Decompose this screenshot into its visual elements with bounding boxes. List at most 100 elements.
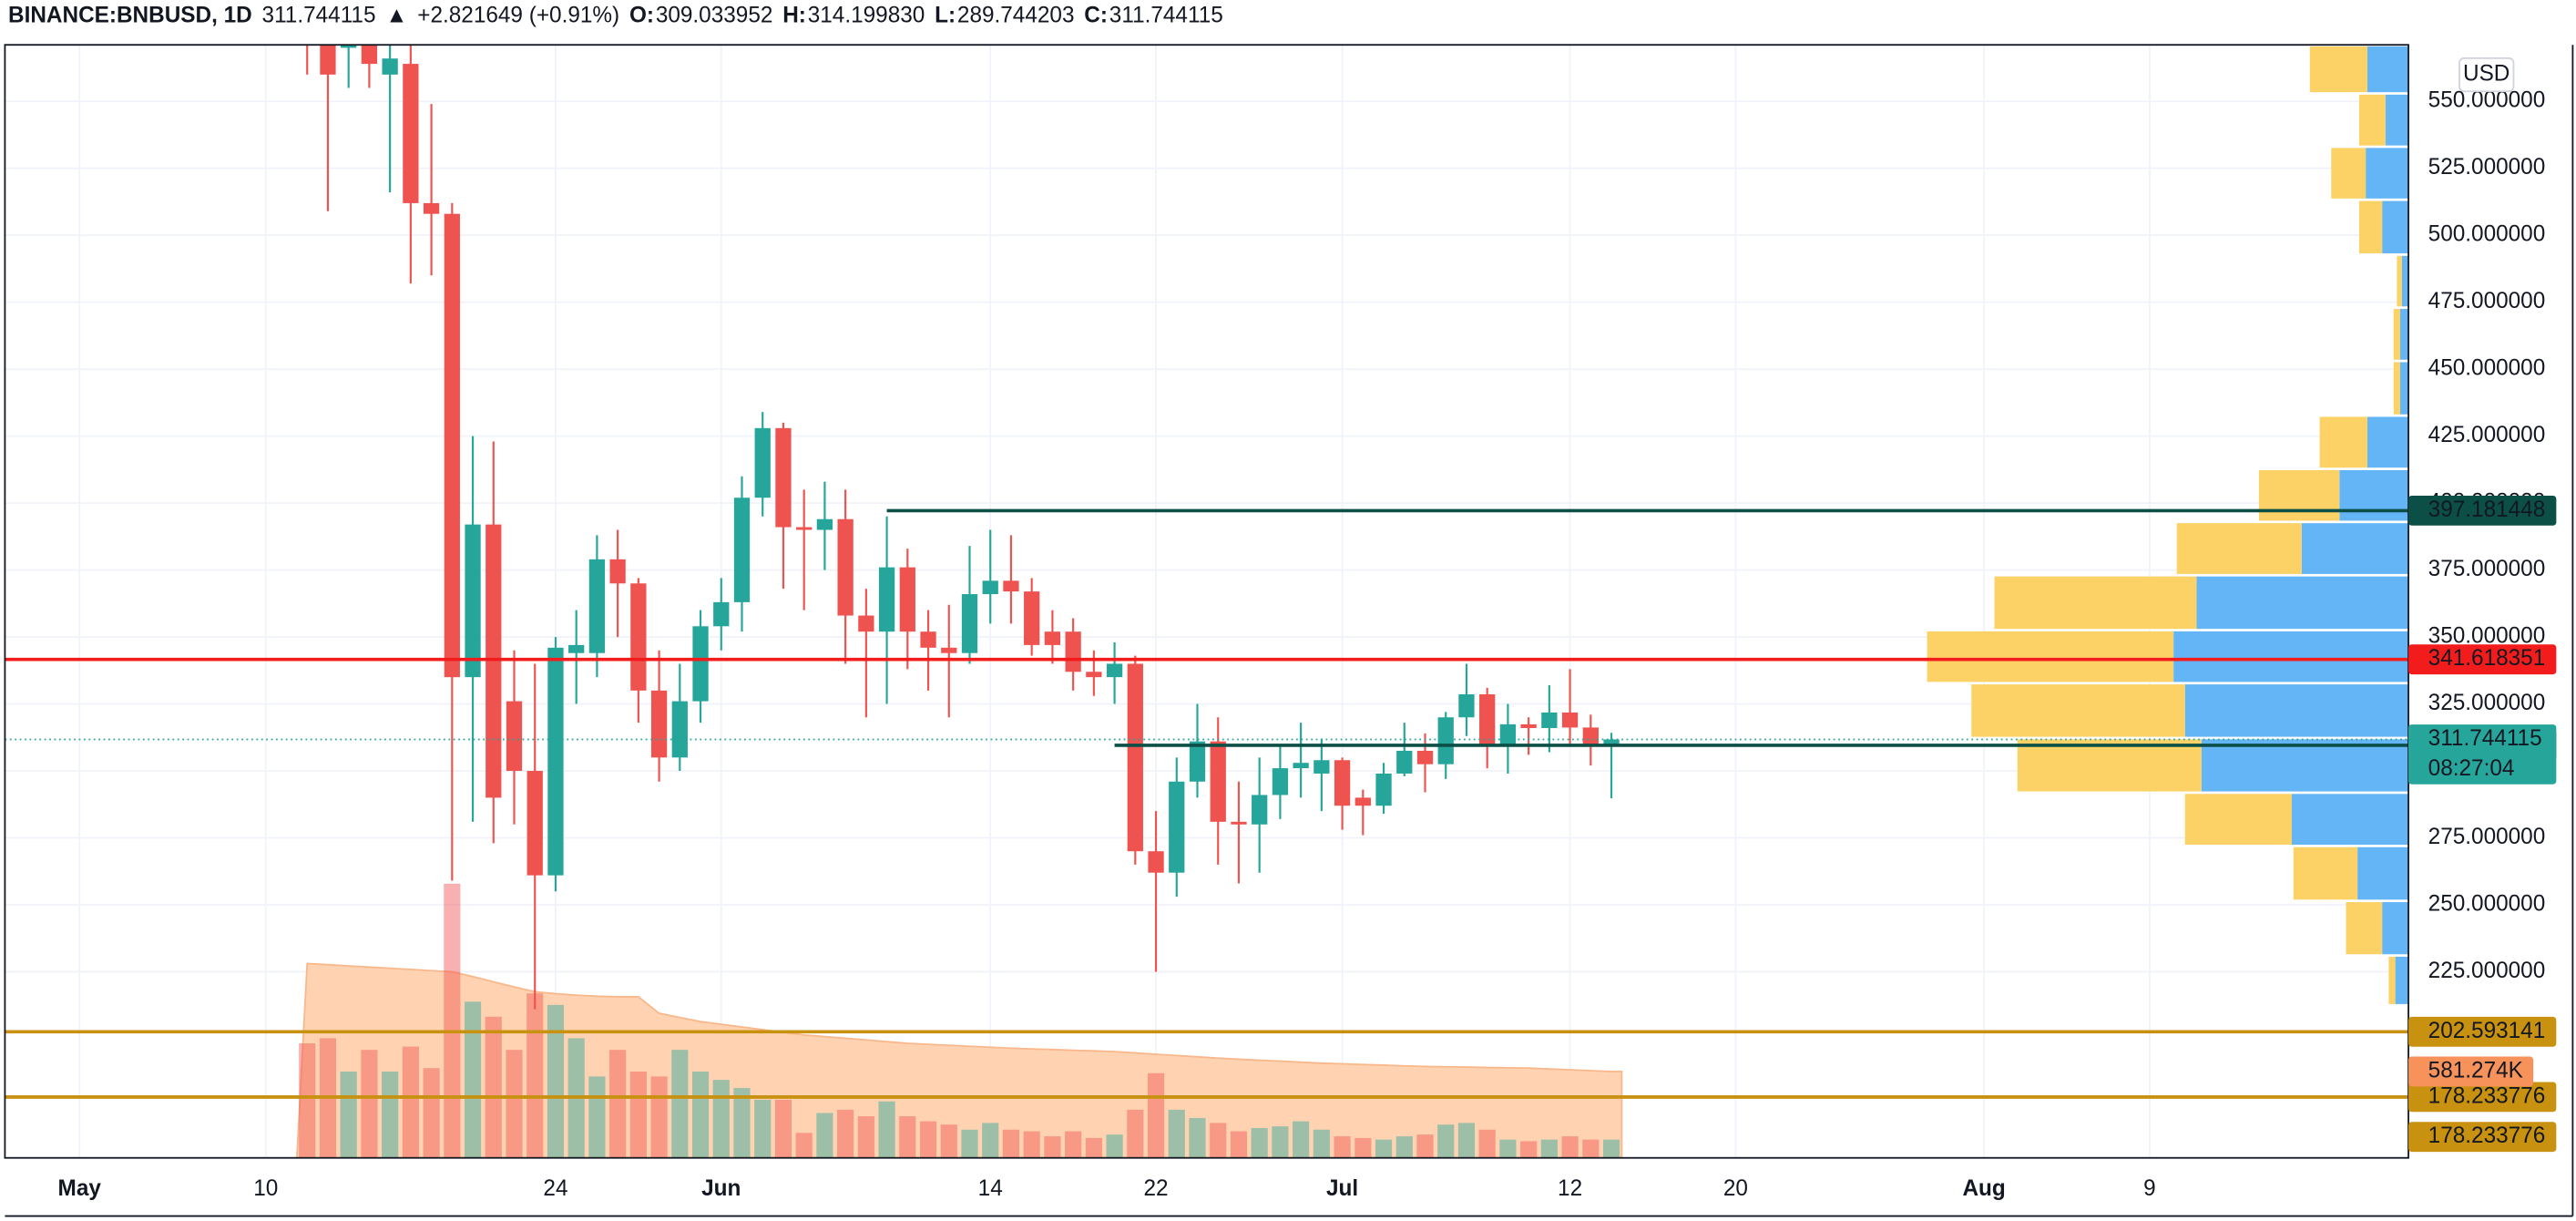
volume-bar <box>774 1099 792 1158</box>
x-tick-label: 14 <box>978 1176 1003 1201</box>
volume-bar <box>878 1101 895 1158</box>
volume-bar <box>609 1050 627 1158</box>
y-tick-label: 450.000000 <box>2428 356 2546 381</box>
candle-body <box>837 518 854 616</box>
candle-body <box>1003 580 1019 592</box>
volume-bar <box>1272 1126 1289 1158</box>
price-markers: 397.181448341.618351309.558020202.593141… <box>2408 495 2557 1153</box>
candle-body <box>1541 712 1558 728</box>
candle-body <box>423 202 440 214</box>
volume-bar <box>506 1050 523 1158</box>
volume-bar <box>754 1099 772 1158</box>
header-item: H: <box>782 4 806 28</box>
volume-bar <box>1602 1139 1620 1158</box>
header-item: 311.744115 <box>1109 4 1223 28</box>
candle-body <box>982 580 998 595</box>
profile-down <box>2346 902 2383 955</box>
candle-body <box>630 583 647 691</box>
profile-up <box>2400 309 2409 360</box>
volume-bar <box>1395 1136 1413 1158</box>
profile-down <box>2176 523 2302 574</box>
candle-body <box>609 559 626 584</box>
candle-body <box>1231 821 1247 825</box>
volume-bar <box>1416 1134 1434 1158</box>
candle-body <box>713 601 730 627</box>
candle-body <box>671 701 688 758</box>
volume-bar <box>857 1116 874 1158</box>
profile-up <box>2366 148 2409 199</box>
candle-body <box>320 45 336 75</box>
y-tick-label: 375.000000 <box>2428 557 2546 581</box>
candle-body <box>588 559 606 653</box>
candle-body <box>1210 741 1226 822</box>
price-pane <box>5 45 2409 1158</box>
x-tick-label: Aug <box>1962 1176 2005 1201</box>
candle-body <box>1479 693 1496 744</box>
x-tick-label: 20 <box>1723 1176 1748 1201</box>
y-tick-label: 475.000000 <box>2428 289 2546 313</box>
volume-bar <box>671 1050 689 1158</box>
header-item: 309.033952 <box>656 4 773 28</box>
candle-body <box>1169 781 1185 873</box>
x-tick-label: 22 <box>1144 1176 1169 1201</box>
volume-bar <box>1354 1137 1372 1158</box>
candle-body <box>382 58 398 75</box>
volume-bar <box>1147 1072 1165 1158</box>
volume-bar <box>299 1042 316 1158</box>
candle-body <box>1024 591 1040 645</box>
candle-body <box>1127 663 1143 852</box>
profile-down <box>2319 416 2367 468</box>
profile-down <box>1994 576 2197 630</box>
candle-body <box>941 647 957 653</box>
volume-bar <box>837 1109 854 1158</box>
profile-down <box>1971 684 2185 737</box>
profile-down <box>1927 631 2174 682</box>
countdown: 08:27:04 <box>2428 756 2515 781</box>
candle-body <box>1458 693 1475 718</box>
volume-bar <box>940 1124 957 1158</box>
volume-bar <box>919 1121 937 1158</box>
profile-up <box>2173 631 2409 682</box>
volume-bar <box>464 1001 482 1158</box>
volume-bar <box>423 1068 440 1158</box>
candle-body <box>920 631 936 648</box>
header-item: BINANCE:BNBUSD, 1D <box>8 4 252 28</box>
profile-up <box>2201 739 2409 792</box>
y-tick-label: 225.000000 <box>2428 959 2546 983</box>
currency[interactable]: USD <box>2463 61 2510 86</box>
volume-bar <box>733 1088 751 1158</box>
volume-bar <box>1127 1109 1144 1158</box>
volume-bar <box>982 1123 999 1158</box>
volume-bar <box>1499 1139 1517 1158</box>
candle-body <box>899 567 915 632</box>
volume-bar <box>1251 1127 1268 1158</box>
candle-body <box>1293 763 1309 769</box>
volume-bar <box>1065 1131 1082 1158</box>
x-tick-label: 24 <box>543 1176 567 1201</box>
volume-ma-box <box>2408 1056 2534 1087</box>
candle-body <box>1106 663 1123 678</box>
candle-body <box>1044 631 1061 645</box>
volume-bar <box>1023 1131 1040 1158</box>
volume-bar <box>1002 1129 1020 1158</box>
volume-bar <box>382 1071 399 1158</box>
candle-body <box>361 45 378 65</box>
candle-body <box>1437 717 1454 764</box>
profile-up <box>2382 200 2409 254</box>
candle-body <box>465 524 481 678</box>
profile-up <box>2385 94 2409 146</box>
volume-bar <box>402 1046 419 1158</box>
x-tick-label: 12 <box>1558 1176 1582 1201</box>
volume-bar <box>1437 1124 1455 1158</box>
header-item: C: <box>1084 4 1108 28</box>
profile-up <box>2366 46 2409 93</box>
currency-button[interactable] <box>2458 56 2515 93</box>
profile-down <box>2017 739 2202 792</box>
profile-up <box>2301 523 2409 574</box>
y-tick-label: 525.000000 <box>2428 155 2546 180</box>
profile-up <box>2366 416 2409 468</box>
profile-up <box>2382 902 2409 955</box>
header-item: 314.199830 <box>808 4 925 28</box>
profile-down <box>2258 469 2340 521</box>
candle-body <box>1561 712 1579 728</box>
